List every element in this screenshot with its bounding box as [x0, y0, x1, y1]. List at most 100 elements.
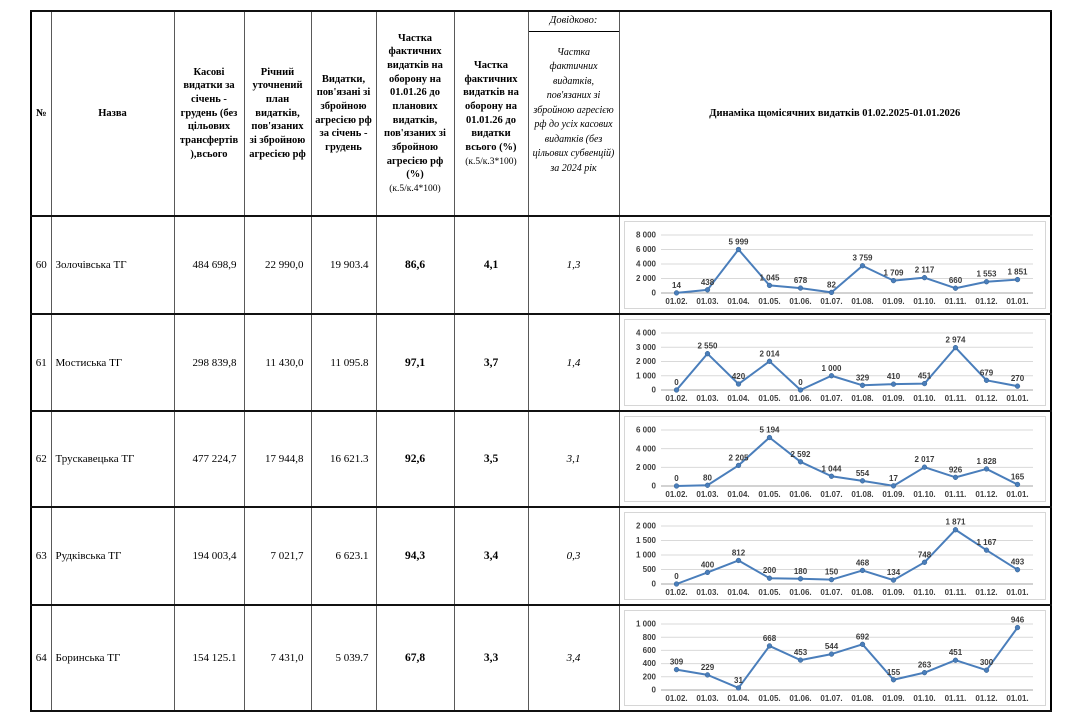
header-share-of-total-formula: (к.5/к.3*100): [465, 156, 517, 167]
svg-text:692: 692: [855, 632, 869, 641]
cash-expenses-value: 194 003,4: [173, 506, 245, 606]
table-row: 62 Трускавецька ТГ 477 224,7 17 944,8 16…: [30, 410, 1052, 508]
chart-frame: 0 1 000 2 000 3 000 4 000 01.02. 01.03. 01.04. 0…: [623, 319, 1046, 406]
svg-text:2 117: 2 117: [914, 266, 934, 275]
svg-text:438: 438: [700, 278, 714, 287]
table-row: 60 Золочівська ТГ 484 698,9 22 990,0 19 …: [30, 215, 1052, 315]
svg-text:0: 0: [651, 580, 656, 589]
svg-text:01.11.: 01.11.: [944, 694, 966, 703]
svg-text:01.12.: 01.12.: [975, 297, 997, 306]
share-of-plan-value: 67,8: [375, 604, 455, 712]
svg-text:01.03.: 01.03.: [696, 588, 718, 597]
svg-text:6 000: 6 000: [635, 426, 656, 435]
svg-text:329: 329: [855, 373, 869, 382]
svg-text:01.01.: 01.01.: [1006, 694, 1028, 703]
annual-plan-value: 11 430,0: [243, 313, 312, 412]
svg-text:01.10.: 01.10.: [913, 588, 935, 597]
svg-text:01.07.: 01.07.: [820, 297, 842, 306]
svg-text:0: 0: [651, 482, 656, 491]
row-number: 64: [30, 604, 52, 712]
svg-text:1 167: 1 167: [976, 538, 997, 547]
row-number: 63: [30, 506, 52, 606]
header-reference-body: Частка фактичних видатків, пов'язаних зі…: [532, 46, 615, 174]
svg-text:263: 263: [917, 661, 931, 670]
svg-text:1 828: 1 828: [976, 457, 997, 466]
svg-text:200: 200: [762, 566, 776, 575]
svg-text:2 014: 2 014: [759, 349, 780, 358]
chart-frame: 0 500 1 000 1 500 2 000 01.02. 01.03. 01.04. 01.…: [623, 512, 1046, 600]
svg-text:01.04.: 01.04.: [727, 490, 749, 499]
svg-text:2 000: 2 000: [635, 522, 656, 531]
table-row: 64 Боринська ТГ 154 125.1 7 431,0 5 039.…: [30, 604, 1052, 712]
svg-text:80: 80: [703, 473, 712, 482]
svg-text:01.06.: 01.06.: [789, 588, 811, 597]
svg-text:01.01.: 01.01.: [1006, 490, 1028, 499]
svg-text:0: 0: [651, 386, 656, 395]
cash-expenses-value: 154 125.1: [173, 604, 245, 712]
reference-share-value: 1,3: [527, 215, 620, 315]
svg-text:8 000: 8 000: [635, 231, 656, 240]
svg-text:1 000: 1 000: [635, 551, 656, 560]
svg-text:0: 0: [651, 289, 656, 298]
svg-text:0: 0: [651, 686, 656, 695]
svg-text:1 000: 1 000: [821, 364, 842, 373]
header-share-of-plan-text: Частка фактичних видатків на оборону на …: [384, 32, 446, 181]
header-share-of-total-text: Частка фактичних видатків на оборону на …: [463, 60, 519, 153]
reference-share-value: 0,3: [527, 506, 620, 606]
share-of-plan-value: 97,1: [375, 313, 455, 412]
monthly-line-chart: 0 500 1 000 1 500 2 000 01.02. 01.03. 01.04. 01.…: [635, 518, 1033, 597]
svg-text:453: 453: [793, 648, 807, 657]
svg-text:410: 410: [886, 372, 900, 381]
svg-text:82: 82: [827, 280, 836, 289]
svg-text:31: 31: [734, 676, 743, 685]
svg-text:01.01.: 01.01.: [1006, 588, 1028, 597]
svg-text:14: 14: [672, 281, 681, 290]
svg-text:229: 229: [700, 663, 714, 672]
svg-text:17: 17: [889, 474, 898, 483]
svg-text:4 000: 4 000: [635, 444, 656, 453]
svg-text:01.12.: 01.12.: [975, 394, 997, 403]
annual-plan-value: 22 990,0: [243, 215, 312, 315]
table-header: № Назва Касові видатки за січень - груде…: [30, 10, 1052, 217]
svg-text:668: 668: [762, 634, 776, 643]
svg-text:1 045: 1 045: [759, 273, 780, 282]
header-reference-title: Довідково:: [529, 13, 618, 32]
svg-text:01.02.: 01.02.: [665, 694, 687, 703]
svg-text:200: 200: [642, 672, 656, 681]
svg-text:01.09.: 01.09.: [882, 394, 904, 403]
svg-text:4 000: 4 000: [635, 260, 656, 269]
cash-expenses-value: 477 224,7: [173, 410, 245, 508]
svg-text:1 000: 1 000: [635, 620, 656, 629]
reference-share-value: 3,4: [527, 604, 620, 712]
svg-text:1 709: 1 709: [883, 269, 904, 278]
svg-text:400: 400: [700, 560, 714, 569]
svg-text:420: 420: [731, 372, 745, 381]
svg-text:01.12.: 01.12.: [975, 490, 997, 499]
svg-text:01.07.: 01.07.: [820, 588, 842, 597]
row-number: 60: [30, 215, 52, 315]
community-name: Боринська ТГ: [50, 604, 175, 712]
budget-table: № Назва Касові видатки за січень - груде…: [30, 10, 1052, 712]
svg-text:01.05.: 01.05.: [758, 297, 780, 306]
svg-text:01.10.: 01.10.: [913, 297, 935, 306]
svg-text:2 974: 2 974: [945, 336, 966, 345]
cash-expenses-value: 298 839,8: [173, 313, 245, 412]
community-name: Трускавецька ТГ: [50, 410, 175, 508]
war-expenses-value: 11 095.8: [310, 313, 377, 412]
svg-text:01.05.: 01.05.: [758, 588, 780, 597]
row-number: 62: [30, 410, 52, 508]
svg-text:3 759: 3 759: [852, 254, 873, 263]
svg-text:01.02.: 01.02.: [665, 588, 687, 597]
monthly-line-chart: 0 2 000 4 000 6 000 8 000 01.02. 01.03. 01.04. 0…: [635, 231, 1033, 306]
svg-text:748: 748: [917, 550, 931, 559]
svg-text:01.01.: 01.01.: [1006, 394, 1028, 403]
svg-text:678: 678: [793, 276, 807, 285]
svg-text:01.08.: 01.08.: [851, 297, 873, 306]
header-war-expenses: Видатки, пов'язані зі збройною агресією …: [310, 10, 377, 217]
svg-text:01.03.: 01.03.: [696, 297, 718, 306]
svg-text:01.07.: 01.07.: [820, 394, 842, 403]
monthly-dynamics-cell: 0 1 000 2 000 3 000 4 000 01.02. 01.03. 01.04. 0…: [618, 313, 1052, 412]
svg-text:500: 500: [642, 565, 656, 574]
svg-text:01.03.: 01.03.: [696, 694, 718, 703]
